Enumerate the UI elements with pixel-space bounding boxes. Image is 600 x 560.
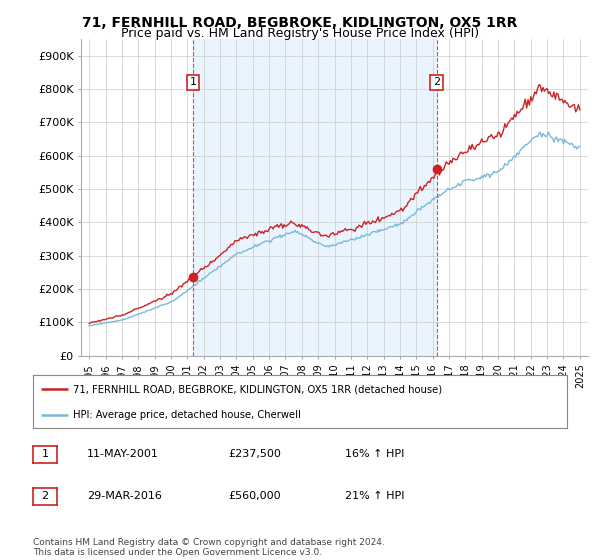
Text: 2: 2 [433,77,440,87]
Text: HPI: Average price, detached house, Cherwell: HPI: Average price, detached house, Cher… [73,409,301,419]
Text: 1: 1 [41,449,49,459]
Text: 16% ↑ HPI: 16% ↑ HPI [345,449,404,459]
Text: Contains HM Land Registry data © Crown copyright and database right 2024.
This d: Contains HM Land Registry data © Crown c… [33,538,385,557]
Text: Price paid vs. HM Land Registry's House Price Index (HPI): Price paid vs. HM Land Registry's House … [121,27,479,40]
Text: 1: 1 [190,77,197,87]
Text: £560,000: £560,000 [228,491,281,501]
Text: 11-MAY-2001: 11-MAY-2001 [87,449,159,459]
Text: 71, FERNHILL ROAD, BEGBROKE, KIDLINGTON, OX5 1RR (detached house): 71, FERNHILL ROAD, BEGBROKE, KIDLINGTON,… [73,384,442,394]
Text: 2: 2 [41,491,49,501]
Bar [193,39,437,356]
Text: £237,500: £237,500 [228,449,281,459]
Text: 71, FERNHILL ROAD, BEGBROKE, KIDLINGTON, OX5 1RR: 71, FERNHILL ROAD, BEGBROKE, KIDLINGTON,… [82,16,518,30]
Text: 21% ↑ HPI: 21% ↑ HPI [345,491,404,501]
Text: 29-MAR-2016: 29-MAR-2016 [87,491,162,501]
